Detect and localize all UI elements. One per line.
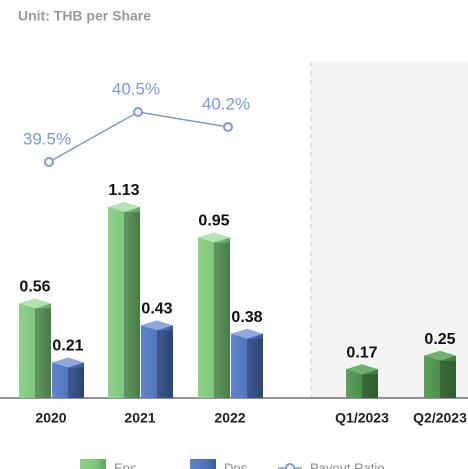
data-label: 0.95 [198,213,229,230]
bar-top [231,328,263,339]
bar-top [141,320,173,331]
forecast-area [311,62,468,398]
line [48,111,229,163]
legend-label: Payout Ratio [310,460,384,469]
legend-swatch [80,459,106,469]
bar [52,362,84,398]
bar-side [68,367,84,398]
x-tick-label: 2022 [214,410,245,426]
data-label: 1.13 [108,182,139,199]
bar-side [124,212,140,398]
bar-side [35,308,51,398]
bar-side [214,242,230,398]
bar-side [247,338,263,398]
data-label: 0.56 [19,279,50,296]
data-label: 0.21 [52,338,83,355]
data-label: 0.38 [231,309,262,326]
bar-side [362,374,378,398]
bar [141,325,173,398]
bar [198,237,230,398]
bar-top [198,232,230,243]
bar-side [157,330,173,398]
bar-side [440,360,456,398]
x-tick-label: Q1/2023 [335,410,389,426]
legend-label: Eps [114,460,137,469]
bar-top [346,364,378,375]
subtitle: Unit: THB per Share [18,8,151,24]
legend-label: Dps [224,460,248,469]
line-point [44,157,54,167]
legend-marker [285,463,295,469]
bar [424,355,456,398]
x-tick-label: 2021 [124,410,155,426]
data-label: 0.17 [346,344,377,361]
line-point [223,122,233,132]
line-point [133,107,143,117]
line-label: 39.5% [23,129,71,148]
x-tick-label: 2020 [35,410,66,426]
data-label: 0.43 [141,301,172,318]
bar-top [108,202,140,213]
line-label: 40.5% [112,79,160,98]
bar-top [52,357,84,368]
bar [19,303,51,398]
line-label: 40.2% [202,94,250,113]
x-tick-label: Q2/2023 [413,410,467,426]
legend-swatch [190,459,216,469]
bar-top [19,298,51,309]
bar [231,333,263,398]
bar-top [424,350,456,361]
bar [108,207,140,398]
data-label: 0.25 [424,331,455,348]
